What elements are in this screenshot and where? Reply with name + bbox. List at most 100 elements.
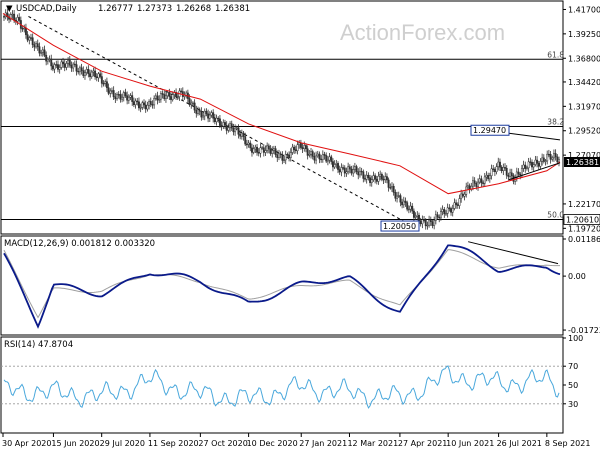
candle-body [256, 146, 258, 153]
candle-body [436, 214, 439, 218]
candle-body [305, 145, 307, 150]
candle-body [180, 90, 183, 93]
candle-body [257, 152, 260, 154]
candle-body [82, 70, 85, 76]
candle-body [234, 127, 237, 133]
candle-body [370, 179, 373, 183]
candle-body [99, 73, 102, 77]
candle-body [485, 175, 488, 178]
candle-body [335, 163, 338, 165]
collapse-arrow-icon[interactable]: ▼ [6, 4, 13, 14]
candle-body [230, 123, 233, 129]
candle-body [210, 112, 213, 116]
price-tick-label: 1.41700 [568, 5, 600, 14]
candle-body [377, 175, 380, 182]
candle-body [200, 110, 203, 118]
candle-body [240, 132, 243, 137]
candle-body [154, 95, 157, 99]
candle-body [224, 122, 226, 126]
candle-body [218, 118, 221, 126]
candle-body [30, 37, 32, 39]
candle-body [104, 81, 107, 84]
price-tick-label: 1.36800 [568, 54, 600, 63]
x-tick-label: 29 Jul 2020 [100, 439, 145, 448]
candle-body [119, 94, 122, 100]
candle-body [332, 161, 334, 168]
candle-body [524, 164, 527, 169]
macd-plot [3, 241, 561, 329]
macd-tick-label: 0.00 [568, 272, 586, 281]
candle-body [401, 201, 404, 206]
symbol-label: USDCAD,Daily [16, 4, 77, 14]
candle-body [510, 172, 513, 177]
candle-body [350, 168, 353, 174]
price-tick-label: 1.19720 [568, 224, 600, 233]
candle-body [90, 71, 93, 77]
x-tick-label: 8 Sep 2021 [545, 439, 591, 448]
candle-body [534, 159, 537, 165]
macd-trendline [468, 241, 559, 265]
candle-body [92, 70, 95, 73]
candle-body [375, 178, 378, 182]
candle-body [259, 147, 262, 154]
candle-body [547, 153, 550, 156]
candle-body [303, 145, 306, 149]
candle-body [409, 205, 412, 210]
candle-body [438, 216, 441, 219]
candle-body [124, 92, 127, 96]
candle-body [326, 159, 329, 162]
rsi-title: RSI(14) 47.8704 [4, 340, 73, 350]
candle-body [396, 195, 399, 199]
x-tick-label: 27 Apr 2021 [398, 439, 447, 448]
candle-body [73, 63, 76, 66]
close-value: 1.26381 [215, 4, 250, 14]
candle-body [129, 95, 132, 98]
candle-body [207, 113, 210, 119]
high-value: 1.27373 [137, 4, 172, 14]
macd-tick-label: 0.011865 [568, 235, 600, 244]
candle-body [266, 145, 269, 151]
candle-body [171, 94, 174, 100]
candle-body [311, 151, 314, 157]
candle-body [301, 147, 304, 149]
candle-body [450, 208, 452, 213]
candle-body [448, 207, 451, 209]
candle-body [446, 207, 449, 214]
candle-body [389, 187, 392, 189]
candle-body [426, 224, 429, 227]
candle-body [347, 166, 350, 173]
candle-body [51, 65, 54, 70]
candle-body [38, 46, 41, 54]
candle-body [131, 95, 134, 102]
candle-body [144, 104, 147, 110]
price-tick-label: 1.27070 [568, 151, 600, 160]
candle-body [16, 17, 19, 22]
candle-body [271, 150, 274, 154]
candle-body [460, 193, 463, 199]
candle-body [419, 220, 422, 225]
candle-body [102, 83, 105, 85]
candle-body [365, 174, 368, 180]
candle-body [212, 112, 215, 119]
current-price-box [564, 156, 600, 167]
rsi-tick-label: 50 [568, 381, 578, 390]
macd-line [3, 244, 561, 329]
candle-body [78, 67, 81, 73]
candle-body [84, 72, 86, 76]
candle-body [116, 94, 118, 100]
candle-body [227, 127, 230, 131]
candle-body [527, 161, 530, 169]
candle-body [429, 219, 432, 223]
candle-body [497, 161, 500, 167]
candle-body [276, 154, 279, 158]
x-tick-label: 27 Oct 2020 [198, 439, 247, 448]
candle-body [279, 153, 282, 155]
candle-body [411, 205, 414, 212]
macd-tick-label: -0.017238 [568, 326, 600, 335]
level-low-box [380, 220, 420, 232]
candle-body [478, 178, 481, 183]
candle-body [340, 167, 343, 173]
candle-body [517, 171, 520, 175]
candle-body [289, 152, 292, 158]
price-pane [0, 0, 564, 235]
